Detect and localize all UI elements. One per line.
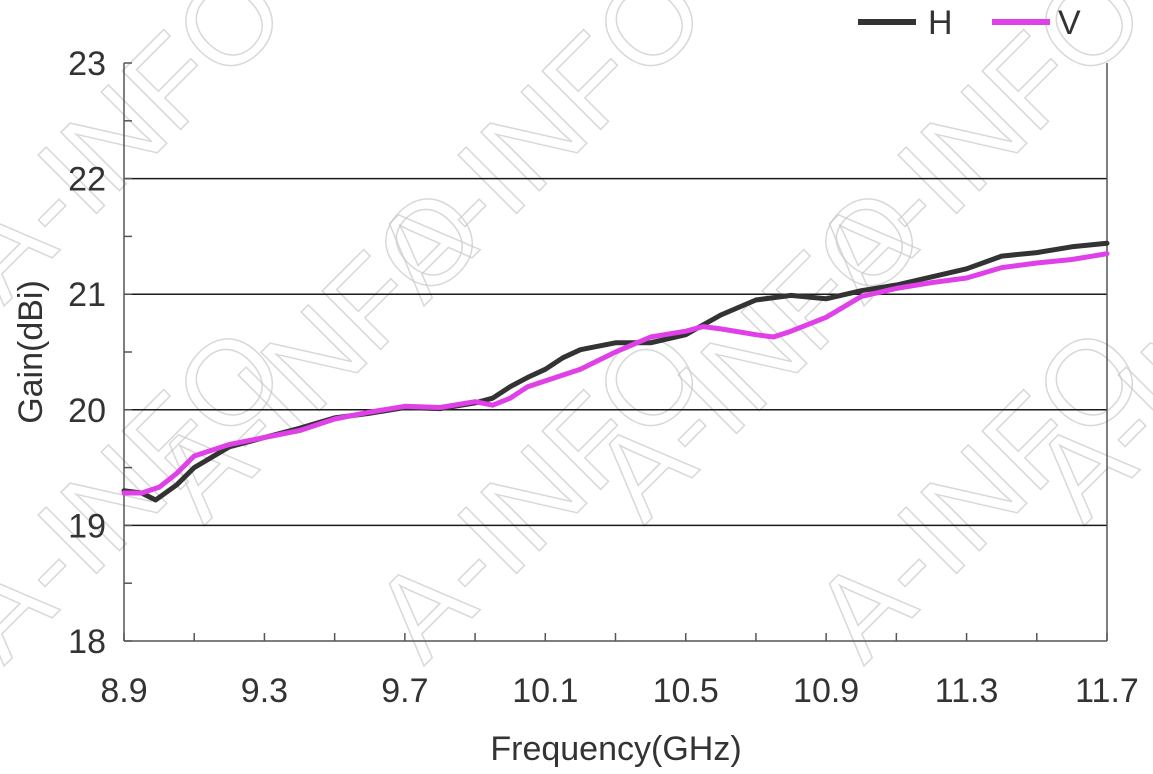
x-tick-label: 8.9 — [100, 672, 147, 710]
x-axis-title: Frequency(GHz) — [490, 730, 741, 768]
y-axis-title: Gain(dBi) — [12, 280, 50, 424]
legend-label-v: V — [1058, 4, 1081, 42]
y-tick-label: 18 — [68, 623, 106, 661]
x-tick-label: 10.5 — [653, 672, 719, 710]
x-tick-label: 9.7 — [381, 672, 428, 710]
x-tick-label: 11.3 — [935, 672, 999, 710]
series-layer — [121, 240, 1110, 503]
y-tick-label: 20 — [68, 392, 106, 430]
x-tick-label: 10.9 — [793, 672, 859, 710]
series-line-v — [121, 251, 1110, 496]
watermark-text: A-INFO — [0, 0, 310, 324]
legend-label-h: H — [928, 4, 953, 42]
y-tick-label: 23 — [68, 45, 106, 83]
x-tick-label: 11.7 — [1075, 672, 1139, 710]
tick-marks — [123, 62, 1108, 642]
x-tick-labels: 8.9 9.3 9.7 10.1 10.5 10.9 11.3 11.7 — [100, 672, 1138, 710]
grid-lines — [124, 177, 1107, 527]
y-tick-label: 21 — [68, 276, 106, 314]
x-tick-label: 10.1 — [512, 672, 578, 710]
y-tick-label: 19 — [68, 507, 106, 545]
x-tick-label: 9.3 — [241, 672, 288, 710]
y-tick-label: 22 — [68, 161, 106, 199]
y-tick-labels: 18 19 20 21 22 23 — [68, 45, 106, 661]
